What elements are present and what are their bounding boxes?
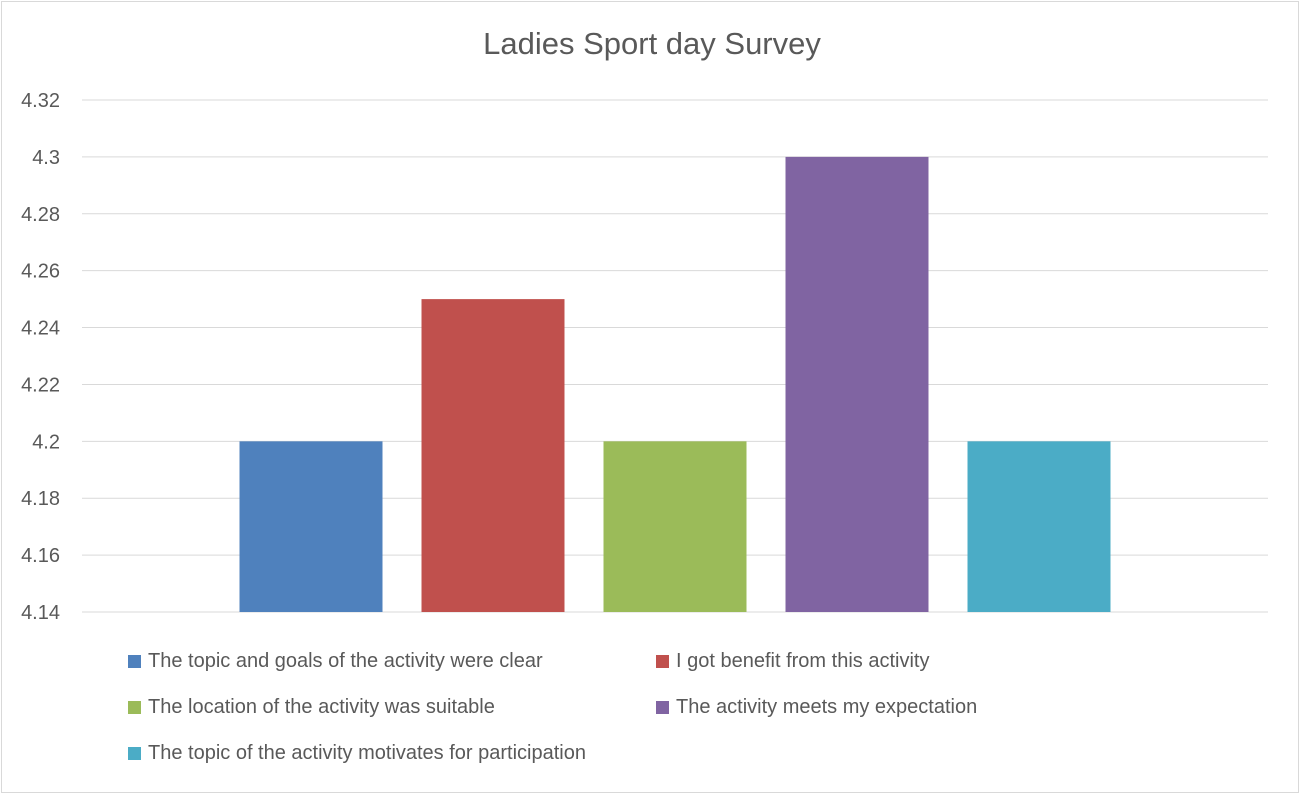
- bar-series-5: [967, 441, 1111, 612]
- legend-label: The location of the activity was suitabl…: [148, 696, 495, 718]
- legend-swatch: [128, 747, 141, 760]
- y-tick-label: 4.26: [21, 261, 60, 283]
- legend-label: The topic of the activity motivates for …: [148, 742, 586, 764]
- bars: [239, 156, 1111, 612]
- legend-item: I got benefit from this activity: [656, 650, 929, 673]
- bar-series-4: [785, 156, 929, 612]
- bar-series-2: [421, 299, 565, 612]
- legend-swatch: [656, 655, 669, 668]
- legend-swatch: [128, 655, 141, 668]
- y-tick-label: 4.22: [21, 374, 60, 396]
- y-tick-label: 4.28: [21, 204, 60, 226]
- y-tick-label: 4.2: [32, 431, 60, 453]
- legend-item: The topic and goals of the activity were…: [128, 650, 543, 673]
- legend-item: The activity meets my expectation: [656, 696, 977, 719]
- legend-item: The topic of the activity motivates for …: [128, 742, 586, 765]
- legend-label: The topic and goals of the activity were…: [148, 650, 543, 672]
- y-axis-ticks: 4.14 4.16 4.18 4.2 4.22 4.24 4.26 4.28 4.3 4.32: [21, 90, 60, 624]
- legend-label: I got benefit from this activity: [676, 650, 930, 672]
- y-tick-label: 4.14: [21, 602, 60, 624]
- legend-swatch: [128, 701, 141, 714]
- y-tick-label: 4.18: [21, 488, 60, 510]
- y-tick-label: 4.24: [21, 318, 60, 340]
- bar-series-3: [603, 441, 747, 612]
- bar-series-1: [239, 441, 383, 612]
- y-tick-label: 4.3: [32, 147, 60, 169]
- legend-label: The activity meets my expectation: [676, 696, 978, 718]
- y-tick-label: 4.32: [21, 90, 60, 112]
- chart-title: Ladies Sport day Survey: [483, 26, 821, 61]
- y-tick-label: 4.16: [21, 545, 60, 567]
- legend-item: The location of the activity was suitabl…: [128, 696, 495, 719]
- legend-swatch: [656, 701, 669, 714]
